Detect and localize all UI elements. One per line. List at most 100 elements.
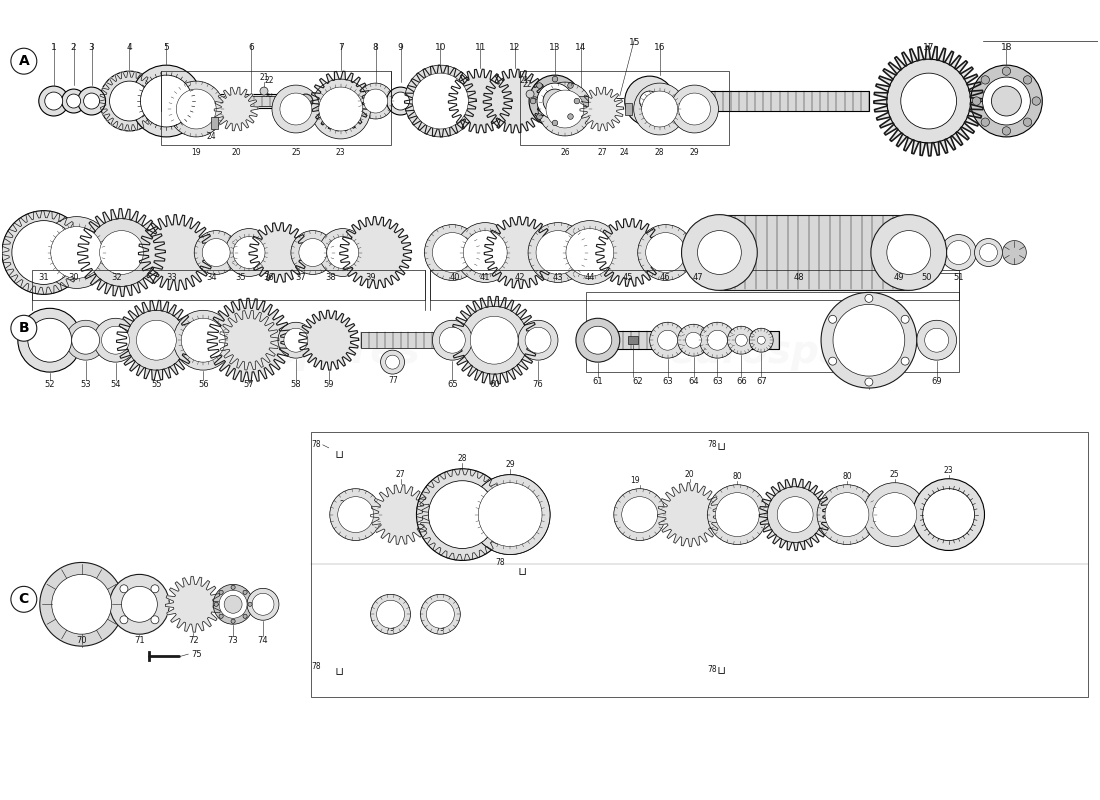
Circle shape [2, 210, 86, 294]
Bar [162, 71, 390, 145]
Text: 26: 26 [339, 500, 349, 509]
Text: 55: 55 [151, 380, 162, 389]
Circle shape [537, 82, 542, 88]
Circle shape [386, 355, 399, 369]
Polygon shape [759, 478, 830, 550]
Circle shape [330, 489, 382, 541]
Text: 67: 67 [756, 377, 767, 386]
Bar [628, 336, 638, 344]
Text: 32: 32 [111, 274, 122, 282]
Text: 52: 52 [44, 380, 55, 389]
Text: 24: 24 [620, 148, 629, 157]
Circle shape [1002, 126, 1011, 135]
Circle shape [231, 586, 235, 590]
Circle shape [1023, 76, 1032, 84]
Circle shape [471, 316, 518, 364]
Text: 20: 20 [684, 470, 694, 478]
Circle shape [518, 320, 558, 360]
Text: 6: 6 [249, 43, 254, 52]
Circle shape [568, 82, 573, 88]
Polygon shape [873, 46, 983, 156]
Text: 54: 54 [110, 380, 121, 389]
Text: 20: 20 [231, 148, 241, 157]
Circle shape [311, 79, 371, 139]
Circle shape [749, 328, 773, 352]
Circle shape [671, 85, 718, 133]
Bar [311, 432, 1088, 697]
Circle shape [682, 214, 757, 290]
Text: 73: 73 [228, 636, 239, 645]
Circle shape [52, 574, 111, 634]
Text: 80: 80 [843, 472, 851, 481]
Circle shape [536, 230, 580, 274]
Text: 66: 66 [736, 377, 747, 386]
Circle shape [231, 619, 235, 623]
Circle shape [12, 221, 76, 285]
Polygon shape [311, 71, 371, 131]
Circle shape [697, 230, 741, 274]
Bar [520, 71, 729, 145]
Text: 51: 51 [954, 274, 964, 282]
Circle shape [126, 310, 186, 370]
Text: 23: 23 [336, 148, 345, 157]
Text: 69: 69 [932, 377, 942, 386]
Circle shape [546, 90, 584, 128]
Text: 42: 42 [515, 274, 526, 282]
Text: 26: 26 [560, 148, 570, 157]
Text: 21: 21 [260, 73, 268, 82]
Circle shape [678, 324, 710, 356]
Circle shape [584, 326, 612, 354]
Bar [586, 292, 958, 372]
Text: 62: 62 [632, 377, 644, 386]
Circle shape [420, 594, 460, 634]
Circle shape [358, 83, 394, 119]
Circle shape [528, 222, 587, 282]
Polygon shape [78, 209, 165, 296]
Circle shape [679, 93, 711, 125]
Circle shape [640, 91, 660, 111]
Circle shape [219, 590, 223, 594]
Text: $\approx$: $\approx$ [264, 89, 275, 99]
Text: 78: 78 [311, 662, 321, 670]
Circle shape [871, 214, 947, 290]
Text: 10: 10 [434, 43, 447, 52]
Bar [211, 96, 296, 106]
Circle shape [141, 75, 192, 127]
Circle shape [364, 89, 387, 113]
Circle shape [182, 318, 225, 362]
Polygon shape [340, 217, 411, 288]
Polygon shape [483, 70, 547, 133]
Circle shape [432, 233, 472, 273]
Text: 17: 17 [923, 43, 934, 52]
Circle shape [189, 94, 204, 108]
Circle shape [825, 493, 869, 537]
Circle shape [478, 482, 542, 546]
Text: 70: 70 [76, 636, 87, 645]
Text: 31: 31 [39, 274, 50, 282]
Text: ⊓: ⊓ [715, 439, 724, 449]
Text: 49: 49 [893, 274, 904, 282]
Circle shape [327, 237, 359, 269]
Circle shape [538, 82, 592, 136]
Circle shape [176, 89, 217, 129]
Polygon shape [100, 71, 160, 131]
Text: 18: 18 [1001, 43, 1012, 52]
Text: eurospares: eurospares [669, 333, 914, 371]
Circle shape [248, 602, 252, 606]
Circle shape [757, 336, 766, 344]
Circle shape [121, 586, 157, 622]
Circle shape [151, 616, 158, 624]
Text: 45: 45 [623, 274, 632, 282]
Text: 28: 28 [654, 148, 664, 157]
Circle shape [865, 294, 873, 302]
Text: 11: 11 [474, 43, 486, 52]
Bar [719, 214, 909, 290]
Text: 27: 27 [597, 148, 606, 157]
Circle shape [707, 485, 767, 545]
Text: 78: 78 [495, 558, 505, 567]
Circle shape [862, 482, 926, 546]
Circle shape [828, 315, 837, 323]
Circle shape [455, 222, 515, 282]
Text: 21: 21 [519, 76, 529, 85]
Polygon shape [299, 310, 359, 370]
